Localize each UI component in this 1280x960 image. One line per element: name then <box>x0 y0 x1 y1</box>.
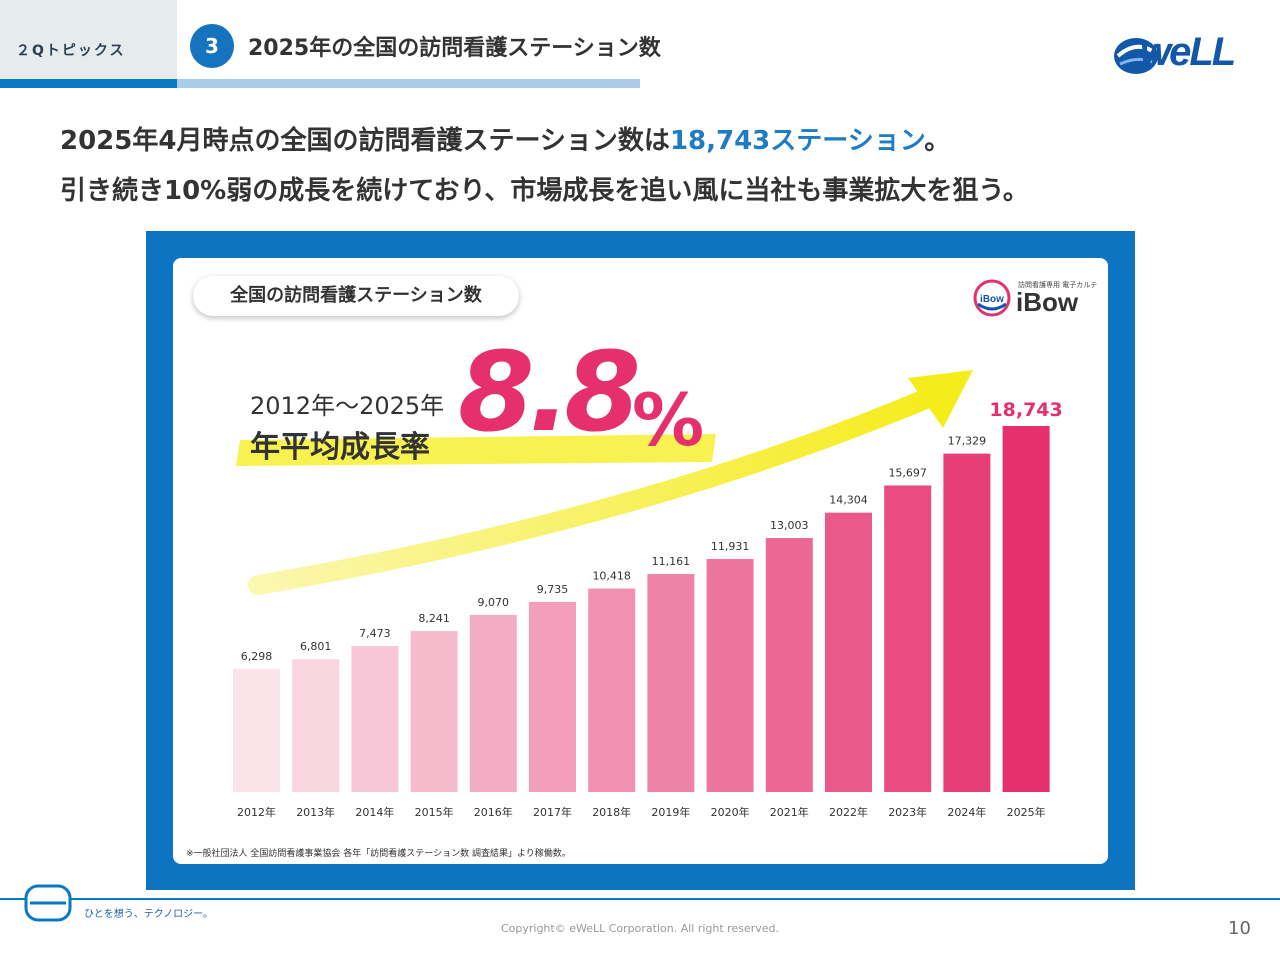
copyright: Copyright© eWeLL Corporation. All right … <box>500 922 780 935</box>
ibow-wordmark: iBow <box>1016 287 1079 317</box>
category-label-2016年: 2016年 <box>474 805 513 819</box>
category-label-2018年: 2018年 <box>592 805 631 819</box>
cagr-highlight-band <box>236 434 716 466</box>
ewell-logo-icon <box>1114 38 1158 74</box>
value-label-2015年: 8,241 <box>418 612 450 625</box>
page-number: 10 <box>1228 918 1251 939</box>
category-label-2020年: 2020年 <box>711 805 750 819</box>
value-label-2012年: 6,298 <box>241 650 273 663</box>
cagr-unit: % <box>632 378 705 462</box>
value-label-2014年: 7,473 <box>359 627 391 640</box>
bar-2022年 <box>825 512 872 792</box>
category-label-2025年: 2025年 <box>1007 805 1046 819</box>
category-label-2014年: 2014年 <box>355 805 394 819</box>
footer-e-logo-icon <box>24 884 72 922</box>
bar-2023年 <box>884 485 932 792</box>
category-label-2017年: 2017年 <box>533 805 572 819</box>
category-label-2019年: 2019年 <box>651 805 690 819</box>
source-note: ※一般社団法人 全国訪問看護事業協会 各年「訪問看護ステーション数 調査結果」よ… <box>186 849 571 859</box>
category-label-2015年: 2015年 <box>415 805 454 819</box>
header-rule <box>177 79 640 88</box>
section-label: ２Qトピックス <box>16 43 126 59</box>
bar-2024年 <box>943 453 991 792</box>
bar-2020年 <box>706 559 754 792</box>
value-label-2023年: 15,697 <box>888 466 927 479</box>
value-label-2016年: 9,070 <box>478 596 510 609</box>
lead-line-1-suffix: 。 <box>924 126 951 156</box>
value-label-2017年: 9,735 <box>537 583 569 596</box>
growth-arrow-shaft <box>248 385 945 595</box>
footer-rule <box>0 898 1280 900</box>
value-label-2013年: 6,801 <box>300 640 332 653</box>
value-label-2024年: 17,329 <box>948 435 987 448</box>
category-label-2023年: 2023年 <box>888 805 927 819</box>
bar-2017年 <box>529 601 576 792</box>
cagr-period: 2012年～2025年 <box>250 392 445 420</box>
station-count-highlight: 18,743ステーション <box>669 126 925 156</box>
value-label-2020年: 11,931 <box>711 540 750 553</box>
category-label-2021年: 2021年 <box>770 805 809 819</box>
category-label-2024年: 2024年 <box>947 805 986 819</box>
cagr-label: 年平均成長率 <box>250 430 430 465</box>
bar-2016年 <box>469 614 517 792</box>
ibow-subtitle: 訪問看護専用 電子カルテ <box>1018 281 1098 289</box>
value-label-2018年: 10,418 <box>592 570 631 583</box>
lead-line-2: 引き続き10%弱の成長を続けており、市場成長を追い風に当社も事業拡大を狙う。 <box>60 176 1029 206</box>
growth-arrow-head <box>908 370 973 428</box>
lead-line-1: 2025年4月時点の全国の訪問看護ステーション数は18,743ステーション。 <box>60 120 950 157</box>
category-label-2022年: 2022年 <box>829 805 868 819</box>
bar-2015年 <box>410 631 458 792</box>
bar-2014年 <box>351 646 399 792</box>
value-label-2019年: 11,161 <box>652 555 691 568</box>
value-label-2021年: 13,003 <box>770 519 809 532</box>
lead-line-1-prefix: 2025年4月時点の全国の訪問看護ステーション数は <box>60 126 670 156</box>
ibow-logo-icon: iBow <box>973 279 1011 317</box>
chart-title-pill: 全国の訪問看護ステーション数 <box>193 276 519 316</box>
section-tab <box>0 0 177 88</box>
page-title: 2025年の全国の訪問看護ステーション数 <box>248 36 661 61</box>
bar-2018年 <box>588 588 636 792</box>
value-label-2025年: 18,743 <box>989 399 1062 421</box>
ewell-logo-text: weLL <box>1140 30 1236 74</box>
value-label-2022年: 14,304 <box>829 494 868 507</box>
category-label-2013年: 2013年 <box>296 805 335 819</box>
bar-2021年 <box>765 538 813 792</box>
bar-2013年 <box>292 659 340 792</box>
bar-2012年 <box>233 669 280 792</box>
ibow-logo-mark-text: iBow <box>980 294 1004 305</box>
cagr-value: 8.8 <box>458 328 641 456</box>
header-rule-accent <box>0 79 177 88</box>
bar-2019年 <box>647 574 695 792</box>
bar-2025年 <box>1002 426 1050 792</box>
category-label-2012年: 2012年 <box>237 805 276 819</box>
topic-number-badge: 3 <box>190 24 234 68</box>
footer-tagline: ひとを想う、テクノロジー。 <box>84 909 213 920</box>
